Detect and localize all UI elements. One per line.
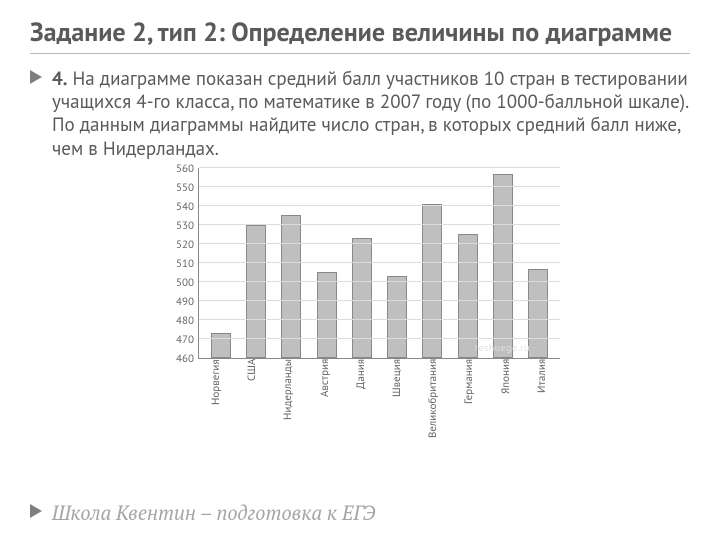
bar-slot xyxy=(344,168,379,358)
bar-slot xyxy=(521,168,556,358)
bar xyxy=(387,276,407,358)
question-text: 4. На диаграмме показан средний балл уча… xyxy=(52,68,690,161)
y-tick-label: 560 xyxy=(176,162,194,176)
x-tick-label: Швеция xyxy=(379,359,415,453)
y-tick-label: 530 xyxy=(176,219,194,233)
bar xyxy=(352,238,372,358)
bar-slot xyxy=(485,168,520,358)
bar-slot xyxy=(415,168,450,358)
bars-layer xyxy=(199,168,560,358)
grid-line xyxy=(199,300,560,301)
chart: 460470480490500510520530540550560 reshue… xyxy=(160,169,560,453)
footer-text: Школа Квентин – подготовка к ЕГЭ xyxy=(52,499,375,526)
x-tick-label: Япония xyxy=(488,359,524,453)
bar-slot xyxy=(309,168,344,358)
grid-line xyxy=(199,205,560,206)
y-tick-label: 470 xyxy=(176,333,194,347)
plot-area: reshuege.ru xyxy=(198,168,560,359)
y-tick-label: 460 xyxy=(176,352,194,366)
slide: Задание 2, тип 2: Определение величины п… xyxy=(0,0,720,540)
y-tick-label: 510 xyxy=(176,257,194,271)
bar-slot xyxy=(450,168,485,358)
x-tick-label: Италия xyxy=(524,359,560,453)
y-tick-label: 490 xyxy=(176,295,194,309)
bar-slot xyxy=(203,168,238,358)
grid-line xyxy=(199,243,560,244)
bullet-icon xyxy=(30,68,52,84)
y-tick-label: 500 xyxy=(176,276,194,290)
grid-line xyxy=(199,167,560,168)
x-tick-label: Дания xyxy=(343,359,379,453)
x-tick-label: Великобритания xyxy=(415,359,451,453)
x-tick-label: Норвегия xyxy=(198,359,234,453)
bar xyxy=(528,269,548,358)
bar xyxy=(458,234,478,358)
grid-line xyxy=(199,319,560,320)
question-block: 4. На диаграмме показан средний балл уча… xyxy=(30,68,690,161)
page-title: Задание 2, тип 2: Определение величины п… xyxy=(30,18,690,54)
bar-slot xyxy=(379,168,414,358)
bar xyxy=(493,174,513,358)
watermark: reshuege.ru xyxy=(475,341,530,354)
grid-line xyxy=(199,281,560,282)
y-tick-label: 540 xyxy=(176,200,194,214)
y-tick-label: 520 xyxy=(176,238,194,252)
x-tick-label: Германия xyxy=(451,359,487,453)
x-tick-label: Австрия xyxy=(307,359,343,453)
bar-slot xyxy=(238,168,273,358)
footer-bullet-icon xyxy=(30,503,52,523)
bar xyxy=(281,215,301,358)
y-axis: 460470480490500510520530540550560 xyxy=(160,169,198,359)
bar-slot xyxy=(274,168,309,358)
grid-line xyxy=(199,186,560,187)
grid-line xyxy=(199,224,560,225)
grid-line xyxy=(199,338,560,339)
x-tick-label: США xyxy=(234,359,270,453)
bar xyxy=(317,272,337,358)
footer: Школа Квентин – подготовка к ЕГЭ xyxy=(30,499,690,526)
y-tick-label: 480 xyxy=(176,314,194,328)
question-body: На диаграмме показан средний балл участн… xyxy=(52,67,688,161)
x-axis-labels: НорвегияСШАНидерландыАвстрияДанияШвецияВ… xyxy=(198,359,560,453)
grid-line xyxy=(199,262,560,263)
y-tick-label: 550 xyxy=(176,181,194,195)
question-number: 4. xyxy=(52,67,67,91)
x-tick-label: Нидерланды xyxy=(270,359,306,453)
